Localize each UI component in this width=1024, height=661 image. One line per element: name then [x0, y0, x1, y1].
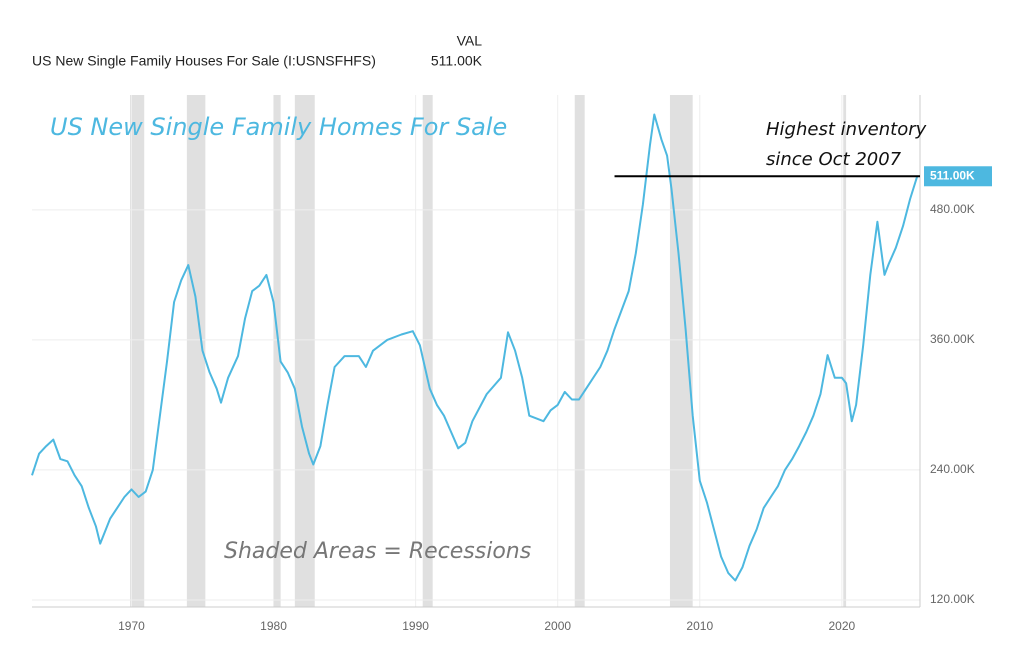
- recession-band: [669, 95, 693, 607]
- recession-band: [574, 95, 585, 607]
- recession-band: [273, 95, 281, 607]
- y-tick-label: 240.00K: [930, 462, 975, 476]
- x-tick-label: 1970: [118, 619, 145, 633]
- recession-band: [130, 95, 145, 607]
- x-tick-label: 1990: [402, 619, 429, 633]
- y-tick-label: 480.00K: [930, 202, 975, 216]
- x-tick-label: 2020: [829, 619, 856, 633]
- y-tick-label: 120.00K: [930, 592, 975, 606]
- recession-band: [186, 95, 206, 607]
- value-pill-label: 511.00K: [930, 168, 975, 182]
- chart-title: US New Single Family Homes For Sale: [50, 113, 507, 141]
- annotation: Highest inventory: [766, 119, 927, 140]
- x-tick-label: 2010: [686, 619, 713, 633]
- header-value: 511.00K: [431, 53, 483, 69]
- annotation: since Oct 2007: [766, 149, 902, 170]
- header-column: VAL: [457, 33, 483, 49]
- shading-note: Shaded Areas = Recessions: [224, 539, 531, 564]
- recession-band: [294, 95, 315, 607]
- value-pill: [924, 166, 992, 187]
- y-tick-label: 360.00K: [930, 332, 975, 346]
- x-tick-label: 1980: [260, 619, 287, 633]
- recession-band: [843, 95, 847, 607]
- data-line: [31, 113, 919, 582]
- x-tick-label: 2000: [544, 619, 571, 633]
- recession-band: [422, 95, 433, 607]
- series-name: US New Single Family Houses For Sale (I:…: [32, 53, 376, 69]
